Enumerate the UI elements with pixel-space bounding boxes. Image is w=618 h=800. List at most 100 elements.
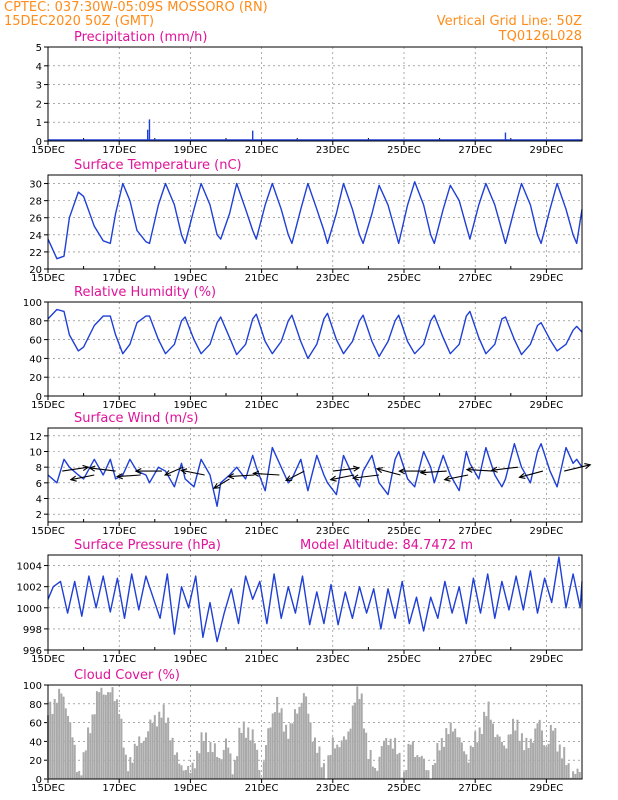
wind-vector-head	[284, 475, 293, 482]
cloud-bar	[356, 686, 359, 779]
cloud-bar	[258, 770, 261, 779]
cloud-bar	[58, 688, 61, 779]
cloud-bar	[98, 692, 101, 779]
precip-frame	[47, 46, 583, 142]
cloud-bar	[82, 752, 85, 779]
wind-vector-head	[134, 467, 142, 475]
cloud-bar	[574, 773, 577, 779]
cloud-bar	[331, 737, 334, 779]
cloud-bar	[518, 740, 521, 779]
cloud-bar	[503, 745, 506, 779]
pressure-frame	[47, 554, 583, 651]
pressure-xtick-label: 25DEC	[387, 654, 421, 665]
cloud-bar	[236, 756, 239, 779]
cloud-ytick-label: 40	[29, 737, 42, 748]
cloud-bar	[371, 766, 374, 779]
cloud-bar	[376, 770, 379, 779]
cloud-bar	[267, 728, 270, 779]
cloud-bar	[563, 747, 566, 779]
wind-xtick-label: 27DEC	[458, 526, 492, 537]
wind-vector-head	[375, 467, 384, 474]
wind-vector-head	[115, 473, 123, 480]
precip-ytick-label: 0	[36, 137, 42, 148]
cloud-bar	[204, 732, 207, 779]
cloud-bar	[149, 719, 152, 779]
precip-bar	[504, 132, 507, 141]
cloud-bar	[171, 737, 174, 779]
wind-ytick-label: 12	[29, 432, 42, 443]
cloud-bar	[231, 774, 234, 779]
temp-ytick-label: 30	[29, 180, 42, 191]
cloud-bar	[414, 756, 417, 779]
cloud-bar	[560, 758, 563, 779]
precip-bar	[146, 129, 149, 141]
cloud-bar	[51, 713, 54, 779]
cloud-ytick-label: 0	[36, 775, 42, 786]
wind-frame	[47, 427, 583, 523]
cloud-bar	[427, 770, 430, 779]
cloud-bar	[227, 747, 230, 779]
temp-xtick-label: 29DEC	[530, 273, 564, 284]
cloud-bar	[309, 722, 312, 779]
cloud-bar	[251, 729, 254, 779]
cloud-bar	[480, 733, 483, 779]
cloud-bar	[293, 709, 296, 779]
wind-title: Surface Wind (m/s)	[74, 411, 198, 426]
wind-vector-shaft	[228, 474, 255, 478]
wind-vector-shaft	[70, 474, 95, 481]
cloud-bar	[460, 742, 463, 779]
cloud-xtick-label: 27DEC	[458, 783, 492, 794]
cloud-bar	[369, 750, 372, 779]
cloud-bar	[487, 701, 490, 779]
cloud-bar	[362, 728, 365, 779]
cloud-bar	[338, 747, 341, 779]
wind-vector-shaft	[330, 474, 355, 481]
cloud-bar	[302, 693, 305, 779]
cloud-bar	[454, 728, 457, 779]
cloud-bar	[525, 737, 528, 779]
cloud-bar	[191, 762, 194, 779]
rh-title: Relative Humidity (%)	[74, 285, 216, 300]
wind-vector-shaft	[164, 466, 184, 476]
cloud-bar	[394, 737, 397, 779]
cloud-bar	[289, 723, 292, 779]
cloud-bar	[296, 713, 299, 779]
cloud-bar	[534, 728, 537, 779]
cloud-bar	[492, 723, 494, 779]
cloud-bar	[382, 740, 385, 779]
cloud-bar	[307, 713, 310, 779]
cloud-bar	[529, 738, 532, 779]
cloud-bar	[445, 728, 448, 779]
cloud-bar	[558, 744, 561, 779]
wind-vector-head	[227, 473, 235, 480]
cloud-bar	[527, 748, 530, 779]
cloud-bar	[549, 724, 552, 779]
wind-vector-shaft	[117, 474, 141, 478]
cloud-bar	[465, 754, 468, 779]
rh-xtick-label: 15DEC	[31, 400, 65, 411]
wind-vector-shaft	[564, 464, 591, 472]
cloud-bar	[512, 718, 515, 779]
cloud-bar	[265, 745, 268, 779]
cloud-bar	[169, 740, 172, 779]
pressure-ytick-label: 996	[23, 646, 42, 657]
cloud-bar	[329, 754, 332, 779]
temp-ytick-label: 20	[29, 265, 42, 276]
cloud-bar	[538, 719, 541, 779]
cloud-bar	[451, 731, 454, 779]
cloud-bar	[269, 727, 272, 779]
cloud-bar	[109, 692, 112, 779]
cloud-bar	[358, 699, 361, 779]
cloud-bar	[391, 748, 394, 779]
cloud-bar	[136, 745, 138, 779]
cloud-bar	[78, 770, 81, 779]
cloud-bar	[489, 719, 492, 779]
cloud-bar	[532, 742, 535, 779]
cloud-bar	[124, 754, 127, 779]
wind-vector-shaft	[89, 467, 116, 472]
cloud-bar	[443, 746, 446, 779]
cloud-bar	[273, 712, 276, 779]
wind-xtick-label: 15DEC	[31, 526, 65, 537]
cloud-ytick-label: 80	[29, 700, 42, 711]
cloud-bar	[216, 756, 219, 779]
